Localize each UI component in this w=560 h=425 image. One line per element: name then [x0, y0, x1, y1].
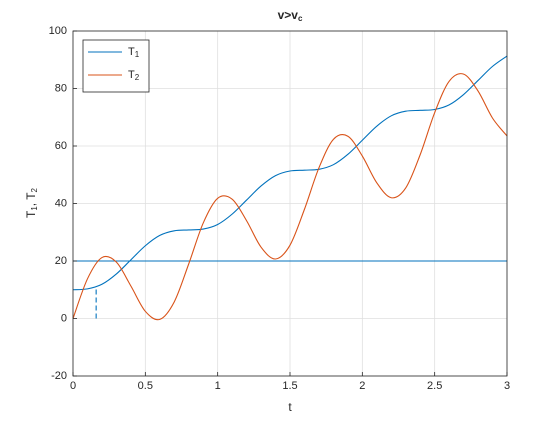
chart-title: v>vc​: [278, 8, 303, 23]
marks: [72, 55, 508, 321]
x-axis-label: t: [288, 400, 292, 414]
x-tick-label: 2: [359, 380, 365, 392]
y-tick-label: 60: [55, 140, 67, 152]
legend-label: T2​: [128, 69, 140, 82]
legend-label: T1​: [128, 46, 140, 59]
x-tick-label: 0: [70, 380, 76, 392]
y-tick-label: 20: [55, 255, 67, 267]
y-tick-label: 80: [55, 82, 67, 94]
y-tick-label: 40: [55, 197, 67, 209]
x-tick-label: 3: [504, 380, 510, 392]
legend: T1​ T2​: [82, 39, 150, 93]
x-tick-label: 1: [215, 380, 221, 392]
x-tick-label: 2.5: [427, 380, 442, 392]
x-tick-label: 1.5: [282, 380, 297, 392]
y-tick-label: -20: [51, 370, 67, 382]
line-series: [72, 55, 508, 291]
y-tick-label: 0: [61, 312, 67, 324]
y-tick-label: 100: [49, 25, 67, 37]
x-tick-label: 0.5: [138, 380, 153, 392]
line-series: [72, 73, 508, 321]
legend-box: [82, 39, 150, 93]
